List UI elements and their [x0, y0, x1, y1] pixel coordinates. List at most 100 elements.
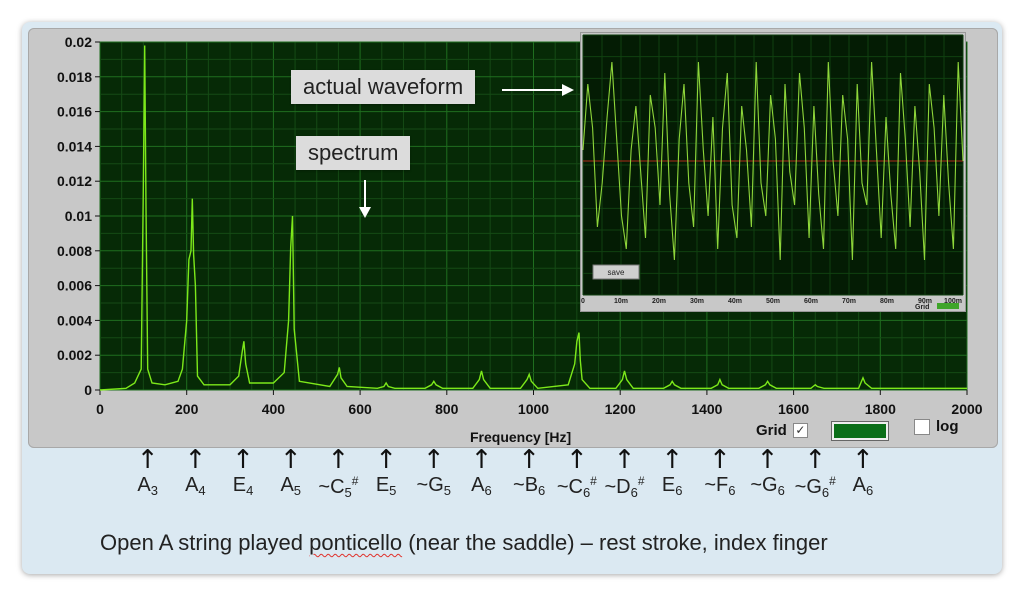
arrow-up-icon: ↑ — [279, 445, 302, 475]
x-tick-label: 2000 — [951, 401, 982, 417]
arrow-up-icon: ↑ — [661, 445, 684, 475]
waveform-x-axis: 0 10m 20m 30m 40m 50m 60m 70m 80m 90m 100m — [581, 298, 962, 305]
note-name: ~G — [750, 474, 778, 496]
note-name: E — [375, 474, 390, 496]
note-label: ~G6# — [785, 474, 845, 500]
y-tick-label: 0.018 — [57, 69, 92, 85]
note-annotation: ↑ E4 — [213, 445, 273, 498]
waveform-x-tick-label: 80m — [880, 298, 894, 305]
y-tick-label: 0 — [84, 382, 92, 398]
spectrum-line — [99, 45, 967, 391]
arrow-up-icon: ↑ — [375, 445, 397, 475]
log-checkbox[interactable] — [914, 419, 930, 435]
save-button[interactable] — [592, 264, 640, 280]
caption: Open A string played ponticello (near th… — [100, 530, 828, 556]
note-label: A6 — [833, 474, 893, 498]
callout-spectrum: spectrum — [296, 136, 411, 170]
note-label: ~D6# — [595, 474, 655, 500]
arrow-up-icon: ↑ — [232, 445, 254, 475]
note-name: ~B — [513, 474, 539, 496]
arrow-up-icon: ↑ — [804, 445, 827, 475]
arrow-up-icon: ↑ — [613, 445, 636, 475]
note-octave: 6 — [821, 485, 830, 500]
note-label: ~G6 — [738, 474, 798, 498]
waveform-x-tick-label: 60m — [804, 298, 818, 305]
note-label: ~C5# — [308, 474, 368, 500]
waveform-x-tick-label: 50m — [766, 298, 780, 305]
y-tick-label: 0.008 — [57, 243, 92, 259]
note-octave: 6 — [675, 483, 683, 498]
y-tick-label: 0.002 — [57, 347, 92, 363]
note-annotation: ↑ ~G6# — [785, 445, 845, 500]
x-tick-label: 800 — [435, 401, 459, 417]
caption-flagged-word: ponticello — [309, 530, 403, 555]
waveform-grid-swatch[interactable] — [937, 303, 959, 309]
note-octave: 6 — [484, 483, 492, 498]
note-accidental: # — [637, 474, 645, 488]
note-name: ~C — [556, 476, 583, 498]
grid-color-swatch[interactable] — [832, 422, 888, 440]
y-tick-label: 0.014 — [57, 138, 92, 154]
note-name: ~F — [704, 474, 729, 496]
note-annotation: ↑ ~C6# — [547, 447, 607, 500]
note-annotations: ↑ A3 ↑ A4 ↑ E4 ↑ A5 ↑ ~C5# ↑ E5 ↑ ~G5 ↑ A6 ↑ ~B6 ↑ ~C6# ↑ ~D6… — [0, 445, 1024, 518]
note-annotation: ↑ ~G5 — [404, 447, 464, 498]
arrow-up-icon: ↑ — [852, 445, 874, 475]
grid-control: Grid ✓ — [756, 422, 808, 439]
note-annotation: ↑ ~B6 — [499, 445, 559, 498]
x-tick-label: 1800 — [865, 401, 896, 417]
note-octave: 5 — [293, 483, 302, 498]
note-name: ~G — [416, 474, 444, 496]
note-octave: 3 — [150, 483, 158, 498]
x-tick-label: 1000 — [518, 401, 549, 417]
note-octave: 6 — [630, 485, 638, 500]
note-octave: 4 — [198, 483, 206, 498]
x-tick-label: 600 — [348, 401, 372, 417]
note-annotation: ↑ A5 — [261, 445, 321, 498]
note-label: A3 — [118, 474, 178, 498]
waveform-x-tick-label: 40m — [728, 298, 742, 305]
note-annotation: ↑ A4 — [165, 447, 225, 498]
grid-label: Grid — [756, 422, 787, 439]
waveform-x-tick-label: 10m — [614, 298, 628, 305]
y-tick-label: 0.02 — [65, 34, 92, 50]
note-annotation: ↑ A6 — [833, 445, 893, 498]
note-name: A — [852, 474, 866, 496]
note-annotation: ↑ A3 — [118, 447, 178, 498]
x-tick-label: 1400 — [691, 401, 722, 417]
note-label: E6 — [642, 474, 702, 498]
note-name: E — [661, 474, 676, 496]
x-tick-label: 400 — [262, 401, 286, 417]
grid-checkbox[interactable]: ✓ — [792, 423, 808, 438]
log-control: log — [914, 418, 959, 435]
note-annotation: ↑ E6 — [642, 445, 702, 498]
y-tick-label: 0.016 — [57, 104, 92, 120]
note-name: A — [185, 474, 199, 496]
arrow-down-icon — [359, 180, 371, 218]
caption-text-start: Open A string played — [100, 530, 310, 555]
note-octave: 5 — [389, 483, 397, 498]
note-octave: 6 — [728, 483, 736, 498]
arrow-up-icon: ↑ — [518, 445, 541, 475]
note-annotation: ↑ ~C5# — [308, 445, 368, 500]
arrow-up-icon: ↑ — [470, 445, 493, 475]
note-name: A — [137, 474, 151, 496]
waveform-x-tick-label: 70m — [842, 298, 856, 305]
arrow-up-icon: ↑ — [327, 445, 350, 475]
y-axis: 0 0.002 0.004 0.006 0.008 0.01 0.012 0.014 0.016… — [57, 34, 100, 398]
y-tick-label: 0.01 — [65, 208, 92, 224]
save-button-label: save — [608, 268, 625, 277]
note-octave: 4 — [246, 483, 254, 498]
note-label: ~F6 — [690, 474, 750, 498]
waveform-line — [582, 61, 964, 261]
note-octave: 6 — [866, 483, 874, 498]
note-accidental: # — [829, 474, 836, 488]
waveform-grid-label: Grid — [915, 304, 929, 311]
note-label: ~B6 — [499, 474, 559, 498]
note-annotation: ↑ A6 — [451, 445, 511, 498]
log-label: log — [936, 418, 959, 435]
note-label: ~C6# — [547, 474, 607, 500]
waveform-chart: 0 10m 20m 30m 40m 50m 60m 70m 80m 90m 100m save Gr… — [581, 34, 964, 311]
x-axis-label: Frequency [Hz] — [470, 429, 572, 445]
x-tick-label: 200 — [175, 401, 199, 417]
